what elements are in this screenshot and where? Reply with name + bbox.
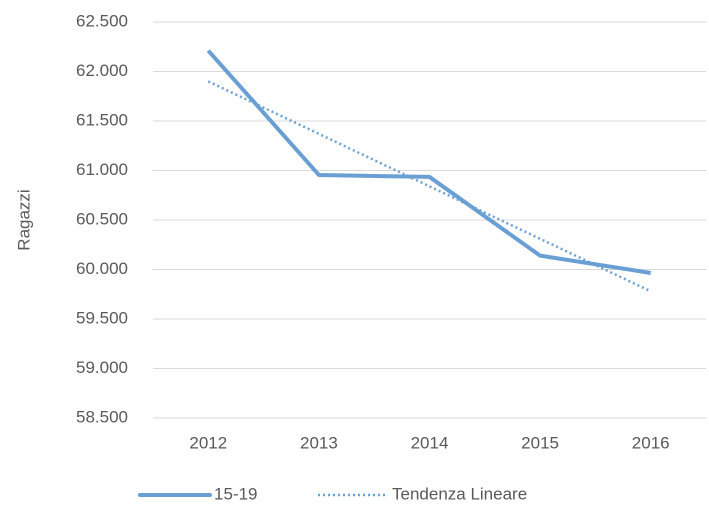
y-tick-label: 61.500	[76, 110, 128, 129]
x-tick-label: 2013	[300, 433, 338, 452]
legend-label: Tendenza Lineare	[392, 484, 527, 503]
series-line	[207, 80, 652, 293]
x-tick-label: 2012	[189, 433, 227, 452]
x-tick-label: 2016	[632, 433, 670, 452]
y-tick-label: 59.000	[76, 358, 128, 377]
x-tick-label: 2015	[521, 433, 559, 452]
y-tick-label: 60.500	[76, 209, 128, 228]
series-line	[206, 49, 652, 275]
x-tick-label: 2014	[411, 433, 449, 452]
y-tick-label: 60.000	[76, 259, 128, 278]
legend-label: 15-19	[214, 484, 257, 503]
y-tick-label: 62.500	[76, 11, 128, 30]
y-axis-label: Ragazzi	[14, 189, 33, 250]
y-tick-label: 62.000	[76, 61, 128, 80]
y-tick-label: 61.000	[76, 160, 128, 179]
y-tick-label: 59.500	[76, 308, 128, 327]
y-tick-label: 58.500	[76, 407, 128, 426]
